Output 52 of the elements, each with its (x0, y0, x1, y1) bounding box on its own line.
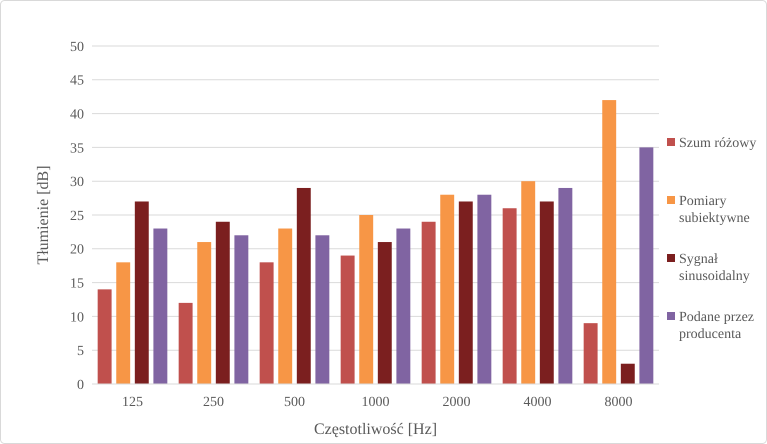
bar (197, 242, 212, 384)
bar (296, 188, 311, 384)
bar (396, 228, 410, 384)
y-tick-label: 5 (77, 344, 84, 360)
y-tick-label: 35 (70, 141, 84, 156)
y-tick-label: 50 (70, 40, 84, 55)
bar (584, 323, 598, 384)
y-tick-label: 30 (70, 175, 84, 190)
bar (620, 364, 635, 384)
bar (558, 188, 572, 384)
x-tick-label: 250 (203, 395, 224, 410)
x-tick-label: 125 (122, 395, 143, 410)
legend-label: Pomiary subiektywne (679, 194, 750, 226)
y-tick-label: 10 (70, 310, 84, 326)
x-tick-label: 500 (284, 395, 305, 410)
bar (278, 228, 292, 384)
legend-label: Szum różowy (679, 136, 756, 151)
bar (502, 208, 517, 384)
bar (260, 262, 274, 384)
y-tick-label: 0 (77, 378, 84, 393)
bar (422, 222, 436, 384)
x-tick-label: 2000 (442, 395, 470, 410)
y-axis-title: Tłumienie [dB] (35, 165, 52, 265)
bar (359, 215, 374, 384)
y-tick-label: 40 (70, 108, 84, 122)
bar (234, 235, 248, 384)
legend-label: Sygnał sinusoidalny (679, 252, 750, 284)
bar (602, 100, 616, 384)
bar (315, 235, 330, 384)
bar (134, 201, 149, 384)
bar (98, 289, 112, 384)
x-tick-label: 4000 (524, 395, 552, 410)
bar (639, 147, 654, 384)
y-tick-label: 20 (70, 242, 84, 258)
legend-label: Podane przez producenta (679, 310, 754, 342)
bar (216, 222, 230, 384)
y-tick-label: 45 (70, 74, 84, 89)
bar (178, 302, 193, 384)
bar (378, 242, 392, 384)
bar (440, 194, 454, 384)
bar (153, 228, 168, 384)
bar (340, 256, 355, 384)
x-tick-label: 8000 (604, 395, 632, 410)
bar (477, 194, 492, 384)
y-tick-label: 15 (70, 276, 84, 292)
x-tick-label: 1000 (362, 395, 390, 410)
x-axis-title: Częstotliwość [Hz] (314, 421, 438, 438)
bar (116, 262, 130, 384)
bar (540, 201, 554, 384)
bar (458, 201, 473, 384)
y-tick-label: 25 (70, 208, 84, 224)
bar (521, 181, 536, 384)
